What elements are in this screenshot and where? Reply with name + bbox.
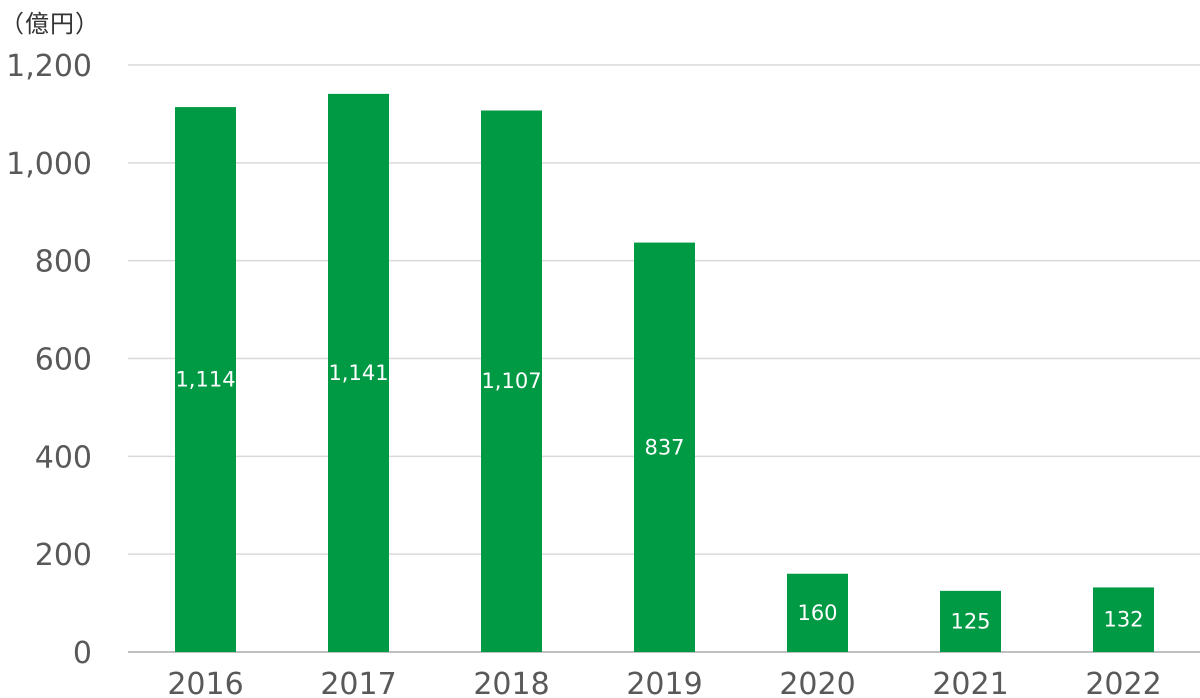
- y-tick-label: 1,200: [6, 49, 92, 84]
- data-label: 837: [644, 435, 684, 459]
- y-tick-label: 800: [35, 245, 92, 280]
- y-tick-label: 400: [35, 440, 92, 475]
- bar-2022: [1093, 587, 1154, 652]
- x-tick-label: 2022: [1085, 667, 1161, 698]
- data-label: 1,141: [328, 361, 388, 385]
- data-label: 1,114: [175, 368, 235, 392]
- bar-2019: [634, 242, 695, 652]
- x-tick-label: 2017: [320, 667, 396, 698]
- data-label: 125: [950, 609, 990, 633]
- bar-2021: [940, 590, 1001, 652]
- x-tick-label: 2019: [626, 667, 702, 698]
- bar-2016: [175, 107, 236, 652]
- x-tick-label: 2016: [167, 667, 243, 698]
- y-axis-unit-label: （億円）: [0, 10, 100, 38]
- data-label: 160: [797, 601, 837, 625]
- y-tick-label: 600: [35, 343, 92, 378]
- data-label: 132: [1103, 608, 1143, 632]
- y-tick-label: 1,000: [6, 147, 92, 182]
- x-tick-label: 2018: [473, 667, 549, 698]
- data-label: 1,107: [481, 369, 541, 393]
- bar-2017: [328, 93, 389, 652]
- bar-2020: [787, 573, 848, 652]
- y-tick-label: 200: [35, 538, 92, 573]
- x-tick-label: 2020: [779, 667, 855, 698]
- y-tick-label: 0: [73, 636, 92, 671]
- bar-2018: [481, 110, 542, 653]
- x-tick-label: 2021: [932, 667, 1008, 698]
